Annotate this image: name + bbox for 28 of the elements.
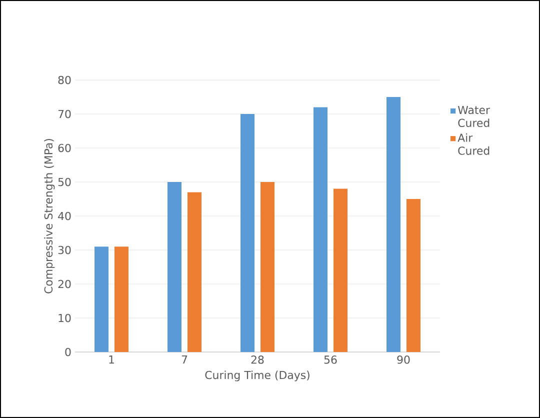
legend-label: Air Cured — [458, 133, 490, 155]
x-tick-label: 1 — [109, 356, 114, 364]
y-tick-label: 50 — [58, 178, 71, 186]
x-tick-label: 28 — [251, 356, 264, 364]
x-tick-label: 56 — [324, 356, 337, 364]
y-tick-label: 60 — [58, 144, 71, 152]
bar — [168, 182, 182, 352]
bar — [386, 97, 400, 352]
legend-label: Water Cured — [458, 106, 490, 128]
bar — [406, 199, 420, 352]
y-tick-label: 10 — [58, 314, 71, 322]
x-tick-label: 90 — [397, 356, 410, 364]
x-axis-title: Curing Time (Days) — [205, 370, 310, 382]
y-axis-title: Compressive Strength (MPa) — [44, 139, 55, 294]
y-tick-label: 0 — [65, 348, 71, 356]
y-tick-label: 70 — [58, 110, 71, 118]
bar — [334, 188, 348, 352]
bar — [260, 182, 274, 352]
y-tick-label: 40 — [58, 212, 71, 220]
bar — [94, 246, 108, 352]
bar — [314, 107, 328, 352]
y-tick-label: 80 — [58, 76, 71, 84]
y-tick-label: 30 — [58, 246, 71, 254]
y-tick-label: 20 — [58, 280, 71, 288]
bar — [240, 114, 254, 352]
x-tick-label: 7 — [182, 356, 188, 364]
bar — [114, 246, 128, 352]
bar — [188, 192, 202, 352]
